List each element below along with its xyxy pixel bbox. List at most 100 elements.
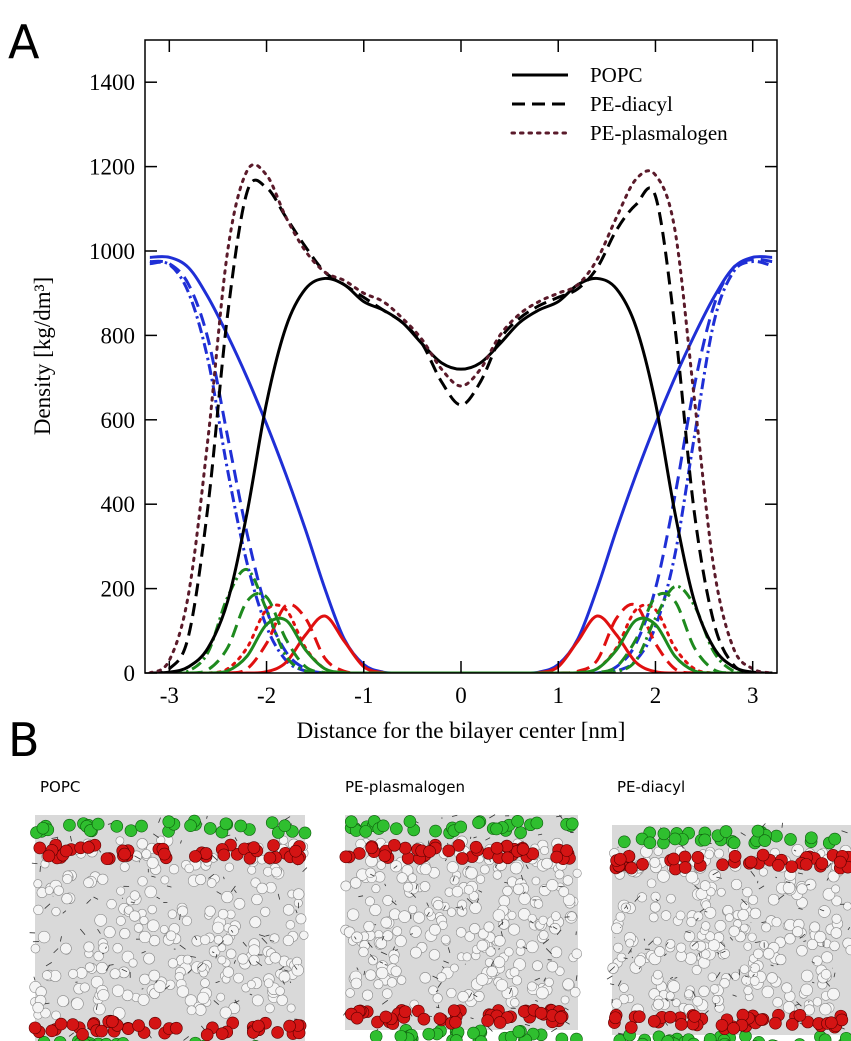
bond (728, 973, 734, 980)
nitrogen (555, 1032, 569, 1041)
atom (831, 913, 842, 924)
atom (248, 944, 261, 957)
atom (615, 911, 626, 922)
bond (535, 1000, 538, 1002)
bond (552, 926, 558, 930)
line-series (149, 591, 773, 673)
panel-label: B (8, 713, 40, 767)
bond (379, 961, 384, 964)
atom (295, 913, 307, 925)
atom (375, 937, 388, 950)
atom (739, 964, 750, 974)
atom (714, 848, 725, 859)
nitrogen (474, 1035, 488, 1041)
atom (246, 979, 256, 989)
phosphate (339, 850, 353, 864)
atom (237, 953, 249, 965)
nitrogen (124, 824, 138, 838)
bond (45, 962, 52, 967)
bond (393, 865, 398, 869)
atom (93, 950, 104, 962)
snapshot (339, 814, 583, 1041)
nitrogen (234, 819, 247, 833)
nitrogen (719, 1037, 731, 1041)
atom (450, 963, 459, 973)
bond (369, 954, 376, 961)
nitrogen (467, 1026, 480, 1040)
bond (721, 950, 726, 954)
phosphate (688, 1010, 701, 1023)
atom (451, 885, 464, 898)
atom (707, 939, 720, 952)
atom (149, 935, 161, 947)
atom (812, 955, 823, 967)
x-tick-label: 3 (747, 683, 759, 708)
plot-area (148, 163, 774, 673)
atom (549, 922, 561, 935)
atom (129, 910, 141, 922)
atom (224, 862, 234, 872)
atom (386, 977, 398, 988)
atom (365, 969, 377, 981)
bond (720, 941, 726, 947)
x-tick-label: -2 (257, 683, 276, 708)
bond (699, 908, 705, 913)
atom (424, 907, 434, 917)
bond (670, 976, 674, 979)
atom (692, 996, 703, 1007)
atom (809, 921, 821, 933)
bond (187, 969, 193, 974)
atom (137, 876, 148, 887)
phosphate (199, 847, 213, 860)
atom (292, 888, 305, 900)
nitrogen (565, 817, 579, 831)
atom (365, 896, 375, 907)
atom (562, 893, 576, 907)
nitrogen (752, 1036, 765, 1041)
atom (350, 977, 363, 990)
atom (562, 978, 575, 991)
bond (410, 892, 417, 898)
atom (206, 878, 217, 888)
y-tick-label: 400 (101, 492, 136, 517)
bond (213, 1000, 220, 1006)
bond (356, 967, 359, 971)
bond (712, 871, 719, 876)
atom (469, 901, 482, 914)
atom (128, 958, 138, 968)
atom (139, 916, 149, 926)
atom (749, 976, 760, 986)
atom (129, 890, 140, 901)
nitrogen (758, 834, 772, 847)
atom (540, 845, 550, 856)
atom (504, 947, 514, 957)
phosphate (490, 841, 504, 855)
atom (165, 930, 177, 941)
atom (541, 857, 553, 870)
atom (693, 911, 704, 922)
phosphate (691, 851, 705, 864)
atom (396, 975, 407, 985)
bond (180, 840, 182, 844)
bond (44, 1002, 50, 1005)
atom (51, 1010, 61, 1021)
nitrogen (512, 1025, 526, 1039)
bond (435, 989, 439, 993)
atom (827, 987, 840, 1001)
atom (51, 906, 61, 917)
atom (730, 878, 743, 891)
nitrogen (511, 815, 524, 828)
atom (428, 949, 441, 961)
nitrogen (657, 827, 671, 841)
bond (623, 957, 628, 960)
atom (109, 968, 121, 980)
nitrogen (472, 816, 485, 829)
atom (654, 946, 666, 958)
atom (791, 844, 804, 857)
atom (743, 942, 753, 951)
bond (664, 998, 669, 1002)
bond (269, 940, 275, 942)
atom (212, 921, 225, 934)
bond (785, 881, 791, 884)
atom (538, 930, 549, 941)
